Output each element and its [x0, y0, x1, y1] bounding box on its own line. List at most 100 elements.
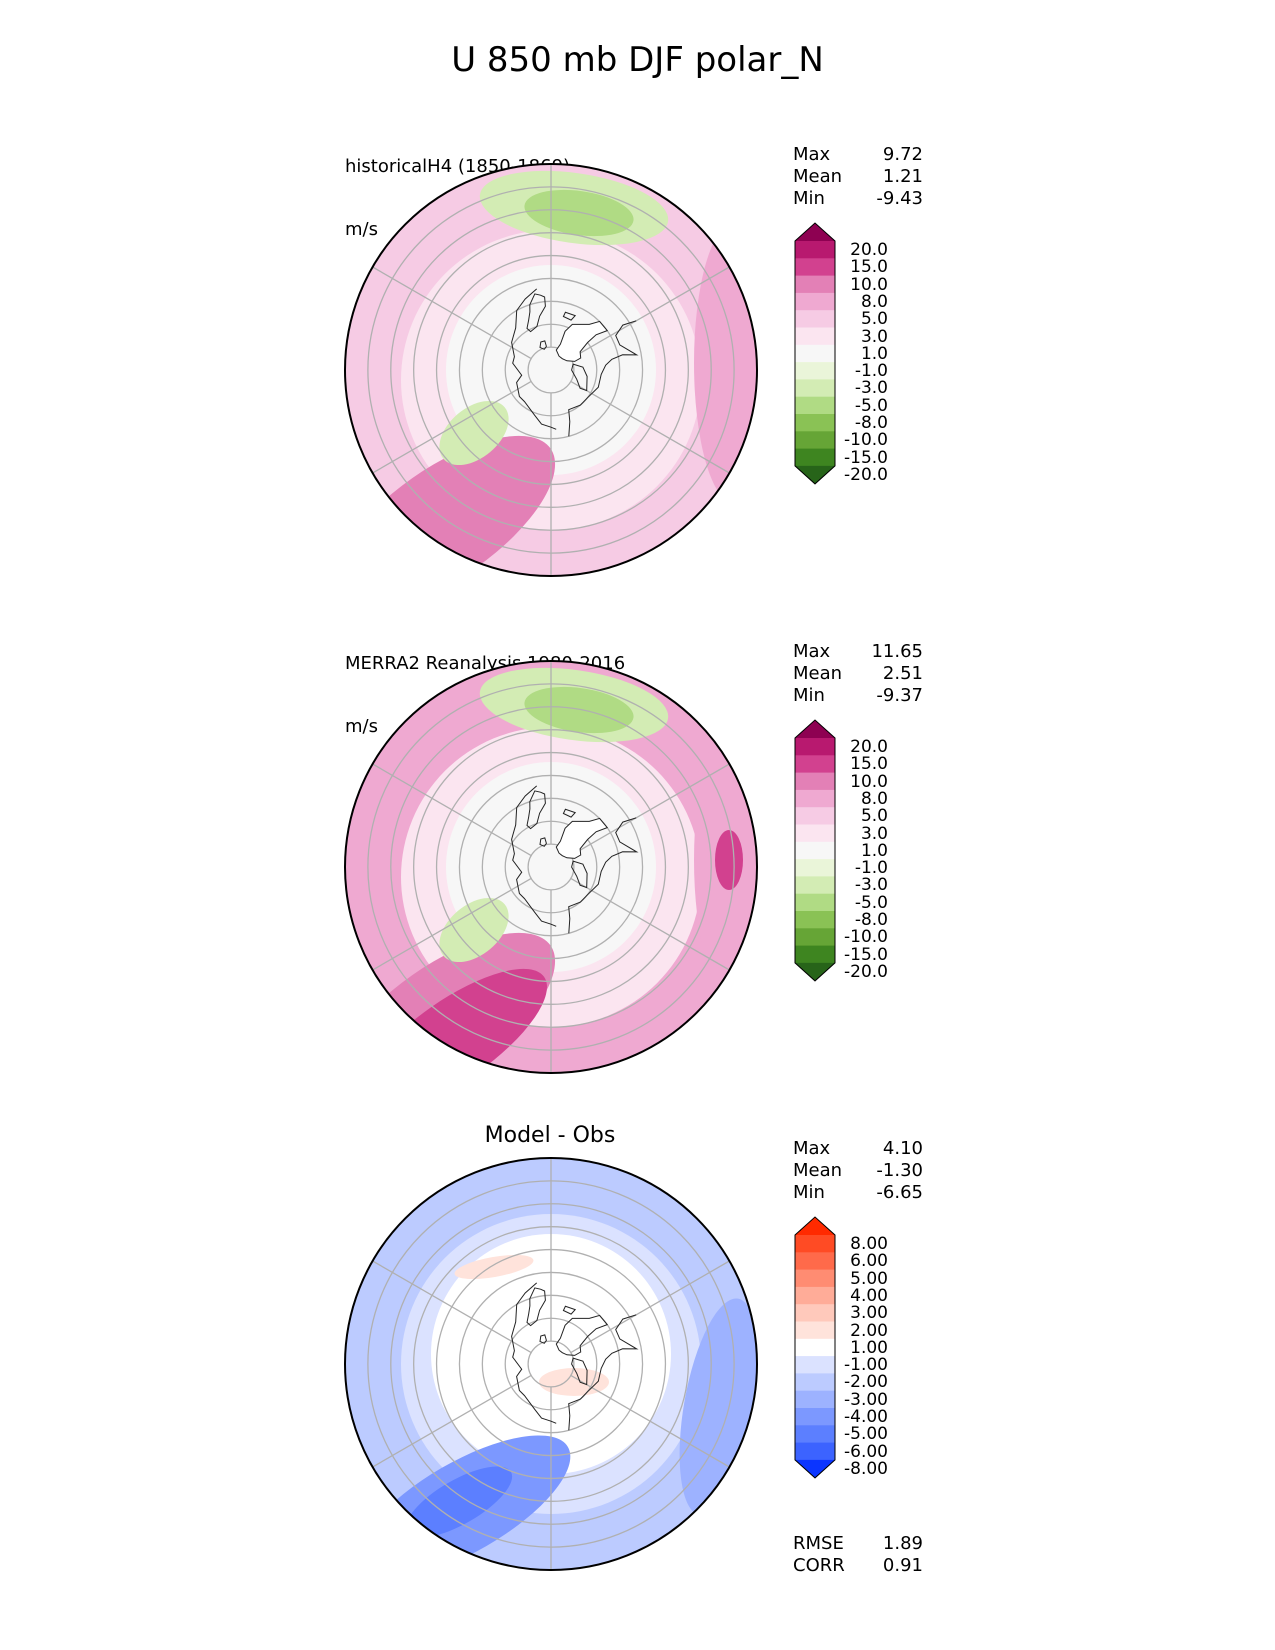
colorbar-tick-label: 2.00 [850, 1320, 888, 1341]
jet-pacific-core [715, 830, 743, 890]
colorbar-tick-label: -2.00 [844, 1372, 888, 1393]
diff-colorbar-labels: 8.00 6.00 5.00 4.00 3.00 2.00 1.00 -1.00 -2.00 -3… [836, 1235, 888, 1495]
colorbar-segment [795, 738, 835, 756]
colorbar-segment [795, 911, 835, 929]
greenland-outline [555, 320, 609, 362]
diff-title: Model - Obs [484, 1123, 616, 1148]
colorbar-tick-label: -3.00 [844, 1389, 888, 1410]
colorbar-tick-label: 8.00 [850, 1234, 888, 1254]
colorbar-segment [795, 327, 835, 346]
model-colorbar-labels: 20.0 15.0 10.0 8.0 5.0 3.0 1.0 -1.0 -3.0 -5.0 -8.0… [836, 241, 888, 501]
colorbar-tick-label: -15.0 [844, 447, 888, 468]
eurasia-coast [511, 288, 557, 430]
model-polar-map [344, 163, 758, 577]
stat-mean-label: Mean [793, 166, 843, 187]
colorbar-extend-top [795, 223, 835, 241]
colorbar-segment [795, 1425, 835, 1443]
corr-value: 0.91 [882, 1555, 923, 1576]
colorbar-tick-label: -10.0 [844, 430, 888, 451]
stat-min-value: -9.37 [876, 685, 923, 706]
meridian [372, 1260, 532, 1354]
colorbar-segment [795, 1304, 835, 1322]
colorbar-extend-top [795, 720, 835, 738]
model-subtitle-units: m/s [345, 219, 378, 240]
colorbar-tick-label: 8.0 [860, 788, 888, 809]
colorbar-segment [795, 241, 835, 259]
colorbar-segment [795, 893, 835, 912]
colorbar-tick-label: -1.00 [844, 1355, 888, 1376]
model-colorbar [794, 222, 836, 485]
colorbar-segment [795, 431, 835, 449]
stat-max-value: 11.65 [871, 641, 923, 662]
stat-mean-value: 2.51 [882, 663, 923, 684]
north-america-coast [568, 817, 639, 934]
obs-subtitle-units: m/s [345, 716, 378, 737]
colorbar-segment [795, 1286, 835, 1305]
colorbar-tick-label: 20.0 [850, 240, 888, 260]
colorbar-segment [795, 344, 835, 363]
colorbar-segment [795, 275, 835, 294]
arctic-archipelago-outline [571, 860, 588, 889]
graticule [367, 661, 735, 1073]
rmse-value: 1.89 [882, 1533, 923, 1554]
stat-mean-value: 1.21 [882, 166, 923, 187]
easterly-core [524, 686, 634, 734]
meridian [372, 763, 532, 857]
diff-metrics: RMSE 1.89 CORR 0.91 [793, 1533, 923, 1577]
colorbar-tick-label: 1.00 [850, 1337, 888, 1358]
colorbar-tick-label: 10.0 [850, 771, 888, 792]
colorbar-tick-label: -3.0 [854, 875, 888, 896]
graticule [367, 164, 735, 576]
meridian [570, 1260, 730, 1354]
colorbar-segment [795, 841, 835, 860]
colorbar-extend-bottom [795, 1459, 835, 1478]
colorbar-tick-label: -10.0 [844, 927, 888, 948]
meridian [372, 1374, 532, 1468]
corr-label: CORR [793, 1555, 845, 1576]
stat-min-label: Min [793, 1182, 825, 1203]
colorbar-segment [795, 945, 835, 964]
colorbar-tick-label: 1.0 [860, 343, 888, 364]
eurasia-coast [511, 785, 557, 927]
colorbar-tick-label: 4.00 [850, 1285, 888, 1306]
stat-max-value: 9.72 [882, 144, 923, 165]
colorbar-segment [795, 772, 835, 791]
iceland-outline [562, 311, 577, 321]
arctic-archipelago-outline [571, 1357, 588, 1386]
stat-min-label: Min [793, 188, 825, 209]
north-america-coast [568, 1314, 639, 1431]
colorbar-extend-bottom [795, 465, 835, 484]
map-boundary [344, 1157, 758, 1571]
svalbard-outline [539, 837, 547, 847]
colorbar-segment [795, 448, 835, 467]
svalbard-outline [539, 340, 547, 350]
colorbar-segment [795, 1442, 835, 1461]
colorbar-segment [795, 1338, 835, 1357]
colorbar-tick-label: -20.0 [844, 961, 888, 982]
colorbar-segment [795, 1356, 835, 1374]
colorbar-segment [795, 1321, 835, 1340]
colorbar-tick-label: -6.00 [844, 1441, 888, 1462]
colorbar-segment [795, 1408, 835, 1426]
colorbar-tick-label: 5.0 [860, 309, 888, 330]
obs-colorbar-labels: 20.0 15.0 10.0 8.0 5.0 3.0 1.0 -1.0 -3.0 -5.0 -8.0… [836, 738, 888, 998]
meridian [372, 380, 532, 474]
colorbar-extend-bottom [795, 962, 835, 981]
colorbar-tick-label: -5.00 [844, 1424, 888, 1445]
stat-min-label: Min [793, 685, 825, 706]
scandinavia-outline [526, 293, 546, 333]
colorbar-segment [795, 292, 835, 311]
colorbar-tick-label: 20.0 [850, 737, 888, 757]
meridian [372, 877, 532, 971]
meridian [570, 266, 730, 360]
map-boundary [344, 660, 758, 1074]
colorbar-segment [795, 789, 835, 808]
colorbar-tick-label: 5.0 [860, 806, 888, 827]
figure-title: U 850 mb DJF polar_N [451, 40, 824, 80]
colorbar-segment [795, 1252, 835, 1270]
colorbar-tick-label: -8.00 [844, 1458, 888, 1479]
colorbar-tick-label: 1.0 [860, 840, 888, 861]
colorbar-tick-label: 3.00 [850, 1303, 888, 1324]
eurasia-coast [511, 1282, 557, 1424]
meridian [570, 1374, 730, 1468]
